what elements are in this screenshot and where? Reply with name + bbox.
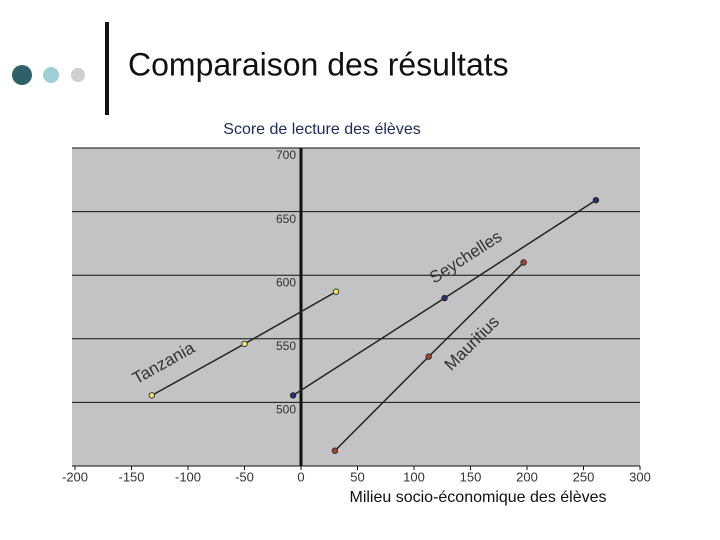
- slide-title: Comparaison des résultats: [128, 46, 509, 82]
- chart-title: Score de lecture des élèves: [223, 121, 420, 138]
- x-tick-label: 250: [573, 469, 595, 484]
- x-tick-label: 100: [403, 469, 425, 484]
- point: [425, 353, 432, 360]
- decor-dot: [71, 68, 85, 82]
- y-tick-label: 650: [276, 212, 296, 226]
- decor-dot: [43, 67, 59, 83]
- x-tick-label: 300: [629, 469, 651, 484]
- x-tick-label: -50: [235, 469, 254, 484]
- x-tick-label: -100: [175, 469, 201, 484]
- x-tick-label: 0: [297, 469, 304, 484]
- x-tick-label: -200: [62, 469, 88, 484]
- point: [241, 340, 248, 348]
- y-tick-label: 700: [276, 148, 296, 162]
- point: [332, 288, 340, 295]
- decor-bar: [105, 22, 109, 115]
- decor-dot: [12, 65, 32, 85]
- x-tick-label: 50: [350, 469, 364, 484]
- point: [441, 294, 448, 302]
- x-tick-label: -150: [118, 469, 144, 484]
- y-tick-label: 550: [276, 339, 296, 353]
- y-tick-label: 500: [276, 403, 296, 417]
- point: [331, 447, 339, 454]
- x-tick-label: 200: [516, 469, 538, 484]
- point: [592, 196, 600, 204]
- plot-area: [72, 148, 640, 466]
- y-tick-label: 600: [276, 275, 296, 289]
- x-tick-label: 150: [460, 469, 482, 484]
- point: [520, 259, 527, 266]
- point: [289, 392, 297, 399]
- point: [148, 392, 156, 399]
- x-axis-label: Milieu socio-économique des élèves: [349, 489, 606, 506]
